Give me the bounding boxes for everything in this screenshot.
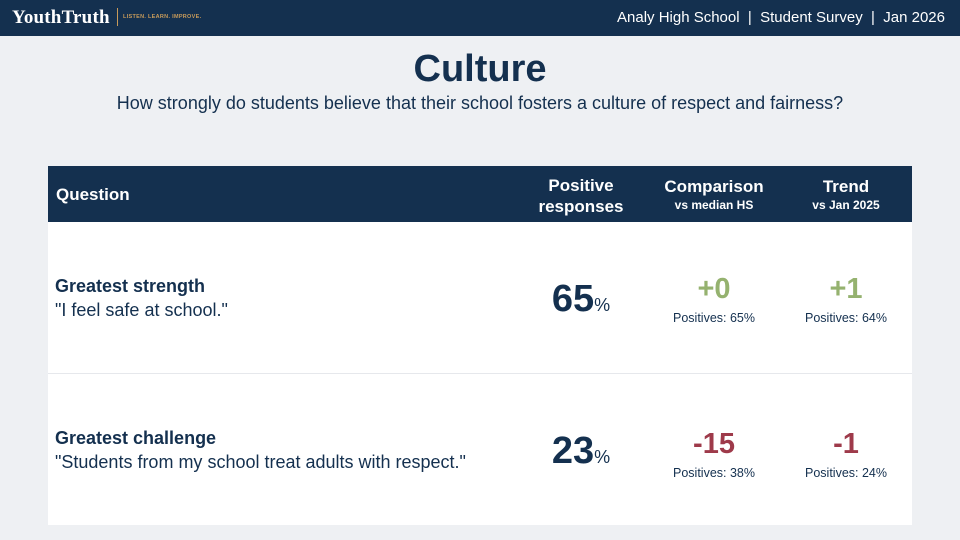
row-label: Greatest strength [55, 276, 206, 296]
percent-sign: % [594, 295, 611, 315]
positive-value: 65 [551, 278, 595, 320]
table-row-challenge: Greatest challenge "Students from my sch… [48, 374, 912, 524]
comparison-cell: -15 Positives: 38% [654, 428, 774, 482]
comparison-delta: -15 [693, 428, 735, 460]
column-header-comparison-title: Comparison [664, 177, 764, 196]
trend-delta: +1 [829, 273, 863, 305]
positive-responses: 65% [528, 278, 634, 321]
column-header-positive: Positive responses [526, 175, 636, 217]
column-header-trend-sub: vs Jan 2025 [812, 198, 880, 212]
table-header: Question Positive responses Comparison v… [48, 166, 912, 222]
row-question: "I feel safe at school." [55, 300, 228, 320]
comparison-positives: Positives: 65% [673, 311, 755, 325]
percent-sign: % [594, 447, 611, 467]
survey-info: Analy High School | Student Survey | Jan… [617, 9, 945, 26]
trend-positives: Positives: 64% [805, 311, 887, 325]
trend-cell: +1 Positives: 64% [786, 273, 906, 327]
table-row-strength: Greatest strength "I feel safe at school… [48, 223, 912, 374]
column-header-positive-line1: Positive [548, 176, 614, 195]
row-label: Greatest challenge [55, 428, 217, 448]
comparison-cell: +0 Positives: 65% [654, 273, 774, 327]
trend-positives: Positives: 24% [805, 466, 887, 480]
column-header-comparison: Comparison vs median HS [654, 177, 774, 213]
comparison-delta: +0 [697, 273, 731, 305]
results-table: Question Positive responses Comparison v… [48, 166, 912, 525]
column-header-trend-title: Trend [822, 177, 870, 196]
page-subtitle: How strongly do students believe that th… [116, 93, 844, 113]
column-header-trend: Trend vs Jan 2025 [786, 177, 906, 213]
trend-cell: -1 Positives: 24% [786, 428, 906, 482]
trend-delta: -1 [833, 428, 859, 460]
row-question: "Students from my school treat adults wi… [55, 452, 466, 472]
logo-tagline: LISTEN. LEARN. IMPROVE. [117, 8, 201, 26]
column-header-question: Question [56, 185, 130, 204]
column-header-comparison-sub: vs median HS [674, 198, 754, 212]
youthtruth-logo[interactable]: YouthTruth [12, 7, 110, 28]
page-title: Culture [413, 48, 547, 90]
positive-responses: 23% [528, 430, 634, 473]
comparison-positives: Positives: 38% [673, 466, 755, 480]
positive-value: 23 [551, 430, 595, 472]
column-header-positive-line2: responses [538, 197, 624, 216]
top-bar: YouthTruth LISTEN. LEARN. IMPROVE. Analy… [0, 0, 960, 36]
